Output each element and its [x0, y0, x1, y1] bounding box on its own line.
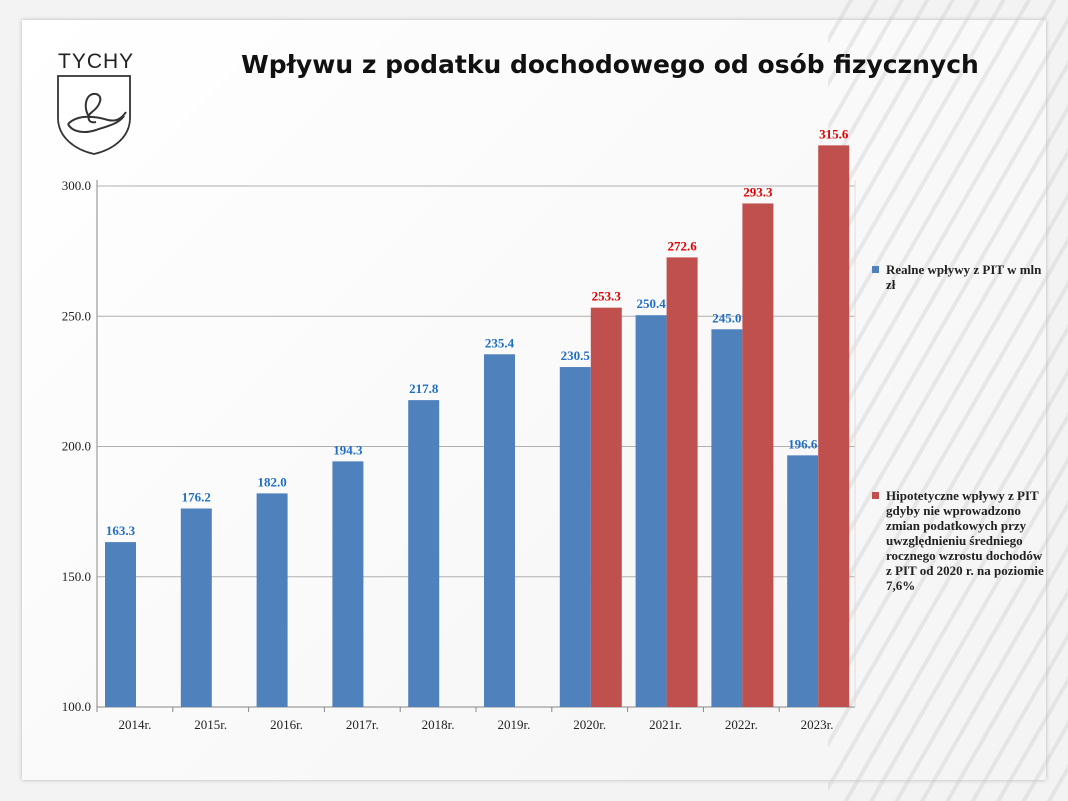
data-label-hypo: 293.3 [743, 184, 773, 199]
bar-real [711, 329, 743, 707]
city-crest-icon [57, 75, 131, 155]
legend-label-hypo: Hipotetyczne wpływy z PIT gdyby nie wpro… [886, 488, 1044, 593]
data-label-hypo: 272.6 [667, 238, 697, 253]
y-tick-label: 250.0 [62, 308, 91, 323]
x-tick-label: 2021r. [649, 717, 682, 732]
x-tick-label: 2020r. [573, 717, 606, 732]
bar-real [635, 315, 667, 707]
bar-hypo [666, 257, 698, 707]
bar-real [484, 354, 515, 707]
data-label-real: 235.4 [485, 335, 515, 350]
bar-hypo [818, 145, 850, 707]
bar-real [256, 493, 288, 707]
y-tick-label: 300.0 [62, 178, 91, 193]
data-label-real: 176.2 [182, 489, 211, 504]
x-tick-label: 2023r. [801, 717, 834, 732]
data-label-real: 196.6 [788, 436, 818, 451]
bar-real [787, 455, 819, 707]
legend-swatch-real [872, 266, 879, 273]
legend-label-real: Realne wpływy z PIT w mln zł [886, 262, 1042, 292]
y-tick-label: 150.0 [62, 569, 91, 584]
bar-real [559, 367, 591, 707]
x-tick-label: 2017r. [346, 717, 379, 732]
x-tick-label: 2018r. [422, 717, 455, 732]
data-label-hypo: 315.6 [819, 126, 849, 141]
decorative-stripes [828, 0, 1068, 801]
data-label-real: 194.3 [333, 442, 363, 457]
y-tick-label: 200.0 [62, 439, 91, 454]
data-label-hypo: 253.3 [592, 289, 622, 304]
y-tick-label: 100.0 [62, 699, 91, 714]
bar-real [408, 400, 440, 707]
x-tick-label: 2015r. [194, 717, 227, 732]
data-label-real: 163.3 [106, 523, 136, 538]
bar-hypo [590, 307, 622, 707]
chart-title: Wpływu z podatku dochodowego od osób fiz… [241, 50, 979, 79]
bar-hypo [742, 203, 774, 708]
bar-real [180, 508, 212, 707]
data-label-real: 250.4 [636, 296, 666, 311]
x-tick-label: 2014r. [118, 717, 151, 732]
bar-real [332, 461, 364, 707]
legend-swatch-hypo [872, 492, 879, 499]
data-label-real: 182.0 [257, 474, 286, 489]
data-label-real: 217.8 [409, 381, 439, 396]
data-label-real: 230.5 [561, 348, 591, 363]
x-tick-label: 2022r. [725, 717, 758, 732]
bar-real [105, 542, 136, 707]
logo-text: TYCHY [58, 50, 135, 73]
x-tick-label: 2016r. [270, 717, 303, 732]
x-tick-label: 2019r. [497, 717, 530, 732]
data-label-real: 245.0 [712, 310, 741, 325]
